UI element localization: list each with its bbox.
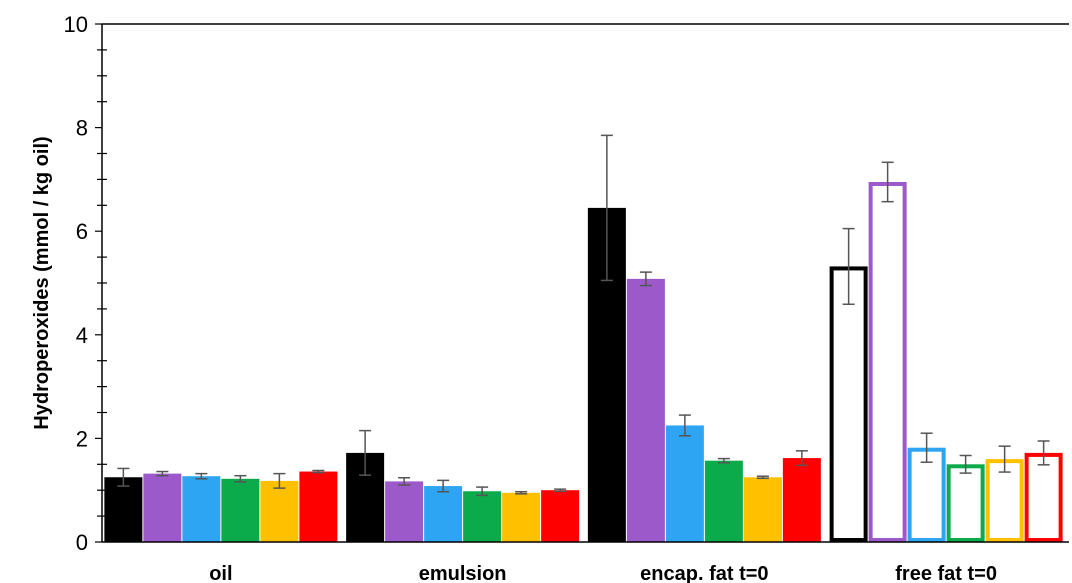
x-category-label: encap. fat t=0 <box>640 563 768 583</box>
y-tick-label: 8 <box>76 116 88 141</box>
y-tick-label: 6 <box>76 219 88 244</box>
bar <box>829 266 868 542</box>
y-axis-title: Hydroperoxides (mmol / kg oil) <box>31 136 53 429</box>
bar <box>104 477 143 542</box>
x-category-label: emulsion <box>419 563 507 583</box>
bar <box>1024 452 1063 542</box>
bar <box>385 481 424 542</box>
bar <box>985 459 1024 542</box>
bar <box>907 447 946 542</box>
y-tick-label: 4 <box>76 323 88 348</box>
x-category-label: oil <box>209 563 232 583</box>
bar <box>626 278 665 542</box>
bar <box>704 460 743 542</box>
bar <box>143 473 182 542</box>
y-tick-label: 0 <box>76 530 88 555</box>
y-tick-label: 2 <box>76 426 88 451</box>
bar <box>868 181 907 543</box>
bar <box>463 491 502 542</box>
bar <box>182 476 221 542</box>
bar <box>541 490 580 542</box>
bar <box>946 464 985 542</box>
bar <box>743 477 782 542</box>
bar <box>424 486 463 542</box>
y-tick-label: 10 <box>64 12 88 37</box>
bar <box>502 492 541 542</box>
bar <box>665 425 704 542</box>
bar <box>782 458 821 542</box>
bar <box>299 471 338 542</box>
bar <box>260 480 299 542</box>
bar <box>221 478 260 542</box>
x-category-label: free fat t=0 <box>895 563 997 583</box>
